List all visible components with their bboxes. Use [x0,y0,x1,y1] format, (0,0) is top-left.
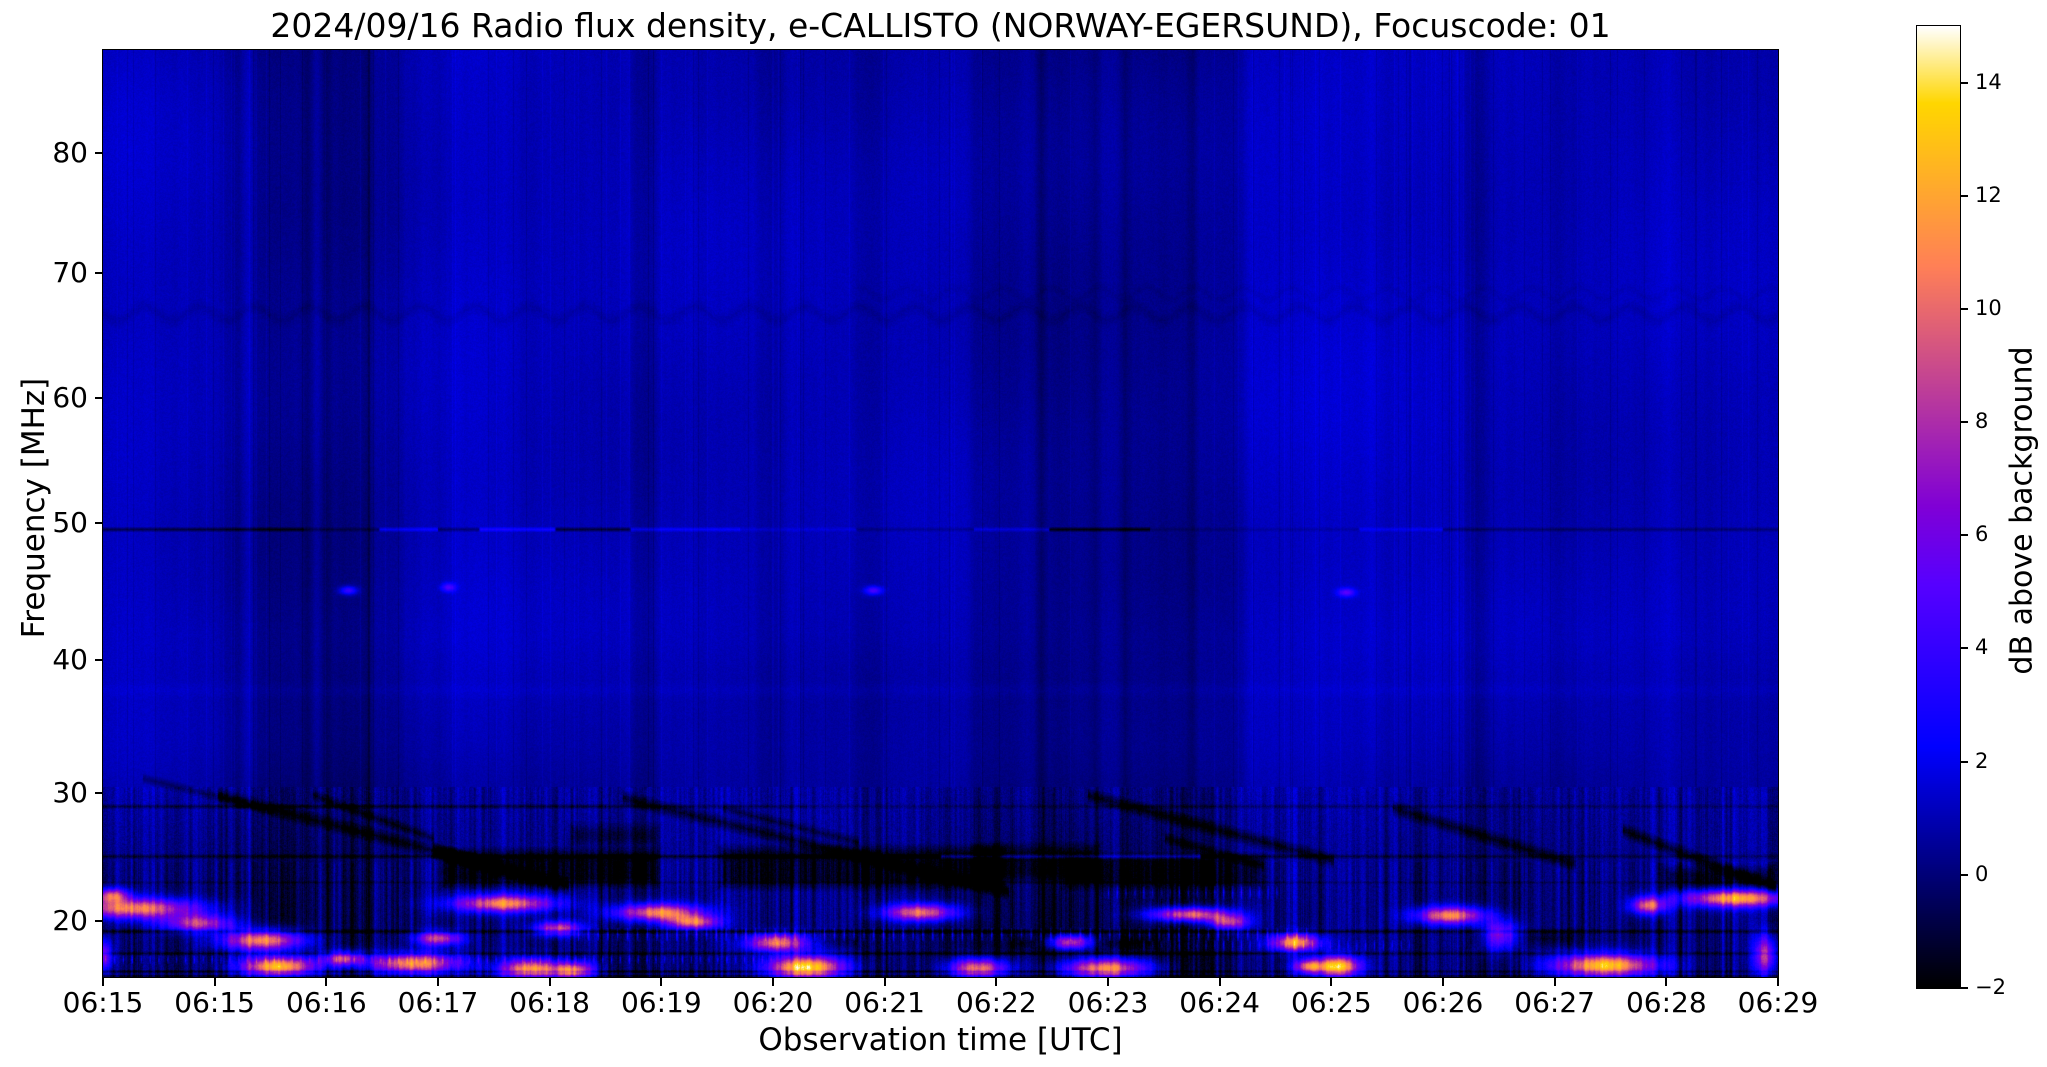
x-tick-mark [1553,978,1556,986]
colorbar-tick-label: 2 [1975,748,1989,773]
y-tick-label: 80 [52,136,88,169]
x-tick-mark [1107,978,1109,986]
y-tick-mark [95,792,103,794]
colorbar-tick-mark [1961,987,1968,989]
x-tick-label: 06:15 [174,986,255,1019]
colorbar-tick-mark [1961,534,1968,537]
y-tick-mark [95,397,103,399]
colorbar-tick-label: 6 [1975,522,1989,547]
colorbar-tick-mark [1961,873,1968,876]
colorbar-tick-label: 12 [1975,182,2002,207]
x-tick-mark [995,978,998,986]
y-tick-mark [95,272,103,274]
spectrogram-canvas [103,50,1778,977]
x-tick-mark [1665,978,1668,986]
x-tick-label: 06:21 [844,986,925,1019]
x-tick-mark [660,978,663,986]
x-tick-label: 06:29 [1737,986,1819,1019]
x-tick-label: 06:15 [62,986,144,1019]
figure-title: 2024/09/16 Radio flux density, e-CALLIST… [270,6,1611,45]
x-axis-label: Observation time [UTC] [758,1022,1123,1058]
colorbar-tick-label: 14 [1975,69,2002,94]
colorbar-tick-mark [1961,760,1968,763]
x-tick-label: 06:22 [955,986,1037,1019]
y-tick-label: 50 [52,506,88,539]
colorbar-tick-label: 8 [1975,409,1989,434]
x-tick-mark [102,978,104,986]
y-tick-mark [95,659,103,661]
colorbar-tick-label: −2 [1975,975,2006,999]
x-tick-label: 06:28 [1625,986,1707,1019]
colorbar-tick-mark [1961,647,1968,650]
colorbar-tick-label: 10 [1975,295,2002,320]
x-tick-mark [213,978,216,986]
x-tick-label: 06:16 [285,986,367,1019]
x-tick-mark [437,978,439,986]
colorbar-tick-mark [1961,81,1968,84]
colorbar-tick-mark [1961,194,1968,197]
y-tick-label: 30 [52,776,88,809]
x-tick-mark [325,978,328,986]
x-tick-mark [548,978,551,986]
x-tick-label: 06:19 [620,986,702,1019]
x-tick-label: 06:20 [732,986,814,1019]
y-tick-label: 40 [52,643,88,676]
spectrogram-plot-area [102,49,1779,978]
x-tick-label: 06:25 [1290,986,1372,1019]
x-tick-mark [1777,978,1779,986]
x-tick-label: 06:26 [1402,986,1484,1019]
x-tick-label: 06:23 [1067,986,1149,1019]
x-tick-label: 06:18 [509,986,590,1019]
x-tick-mark [772,978,774,986]
x-tick-mark [1442,978,1444,986]
x-tick-label: 06:17 [397,986,479,1019]
x-tick-mark [883,978,886,986]
colorbar [1916,25,1961,989]
y-tick-label: 60 [52,381,88,414]
colorbar-tick-mark [1961,421,1968,424]
y-tick-mark [95,152,103,154]
x-tick-label: 06:27 [1514,986,1595,1019]
y-tick-mark [95,920,103,922]
colorbar-label: dB above background [2004,346,2040,675]
colorbar-tick-label: 4 [1975,635,1989,660]
y-tick-label: 70 [52,256,88,289]
colorbar-gradient [1917,26,1960,988]
x-tick-label: 06:24 [1179,986,1260,1019]
x-tick-mark [1330,978,1333,986]
y-tick-mark [95,522,103,524]
colorbar-tick-mark [1961,307,1968,310]
y-tick-label: 20 [52,904,88,937]
colorbar-tick-label: 0 [1975,861,1989,886]
x-tick-mark [1218,978,1221,986]
